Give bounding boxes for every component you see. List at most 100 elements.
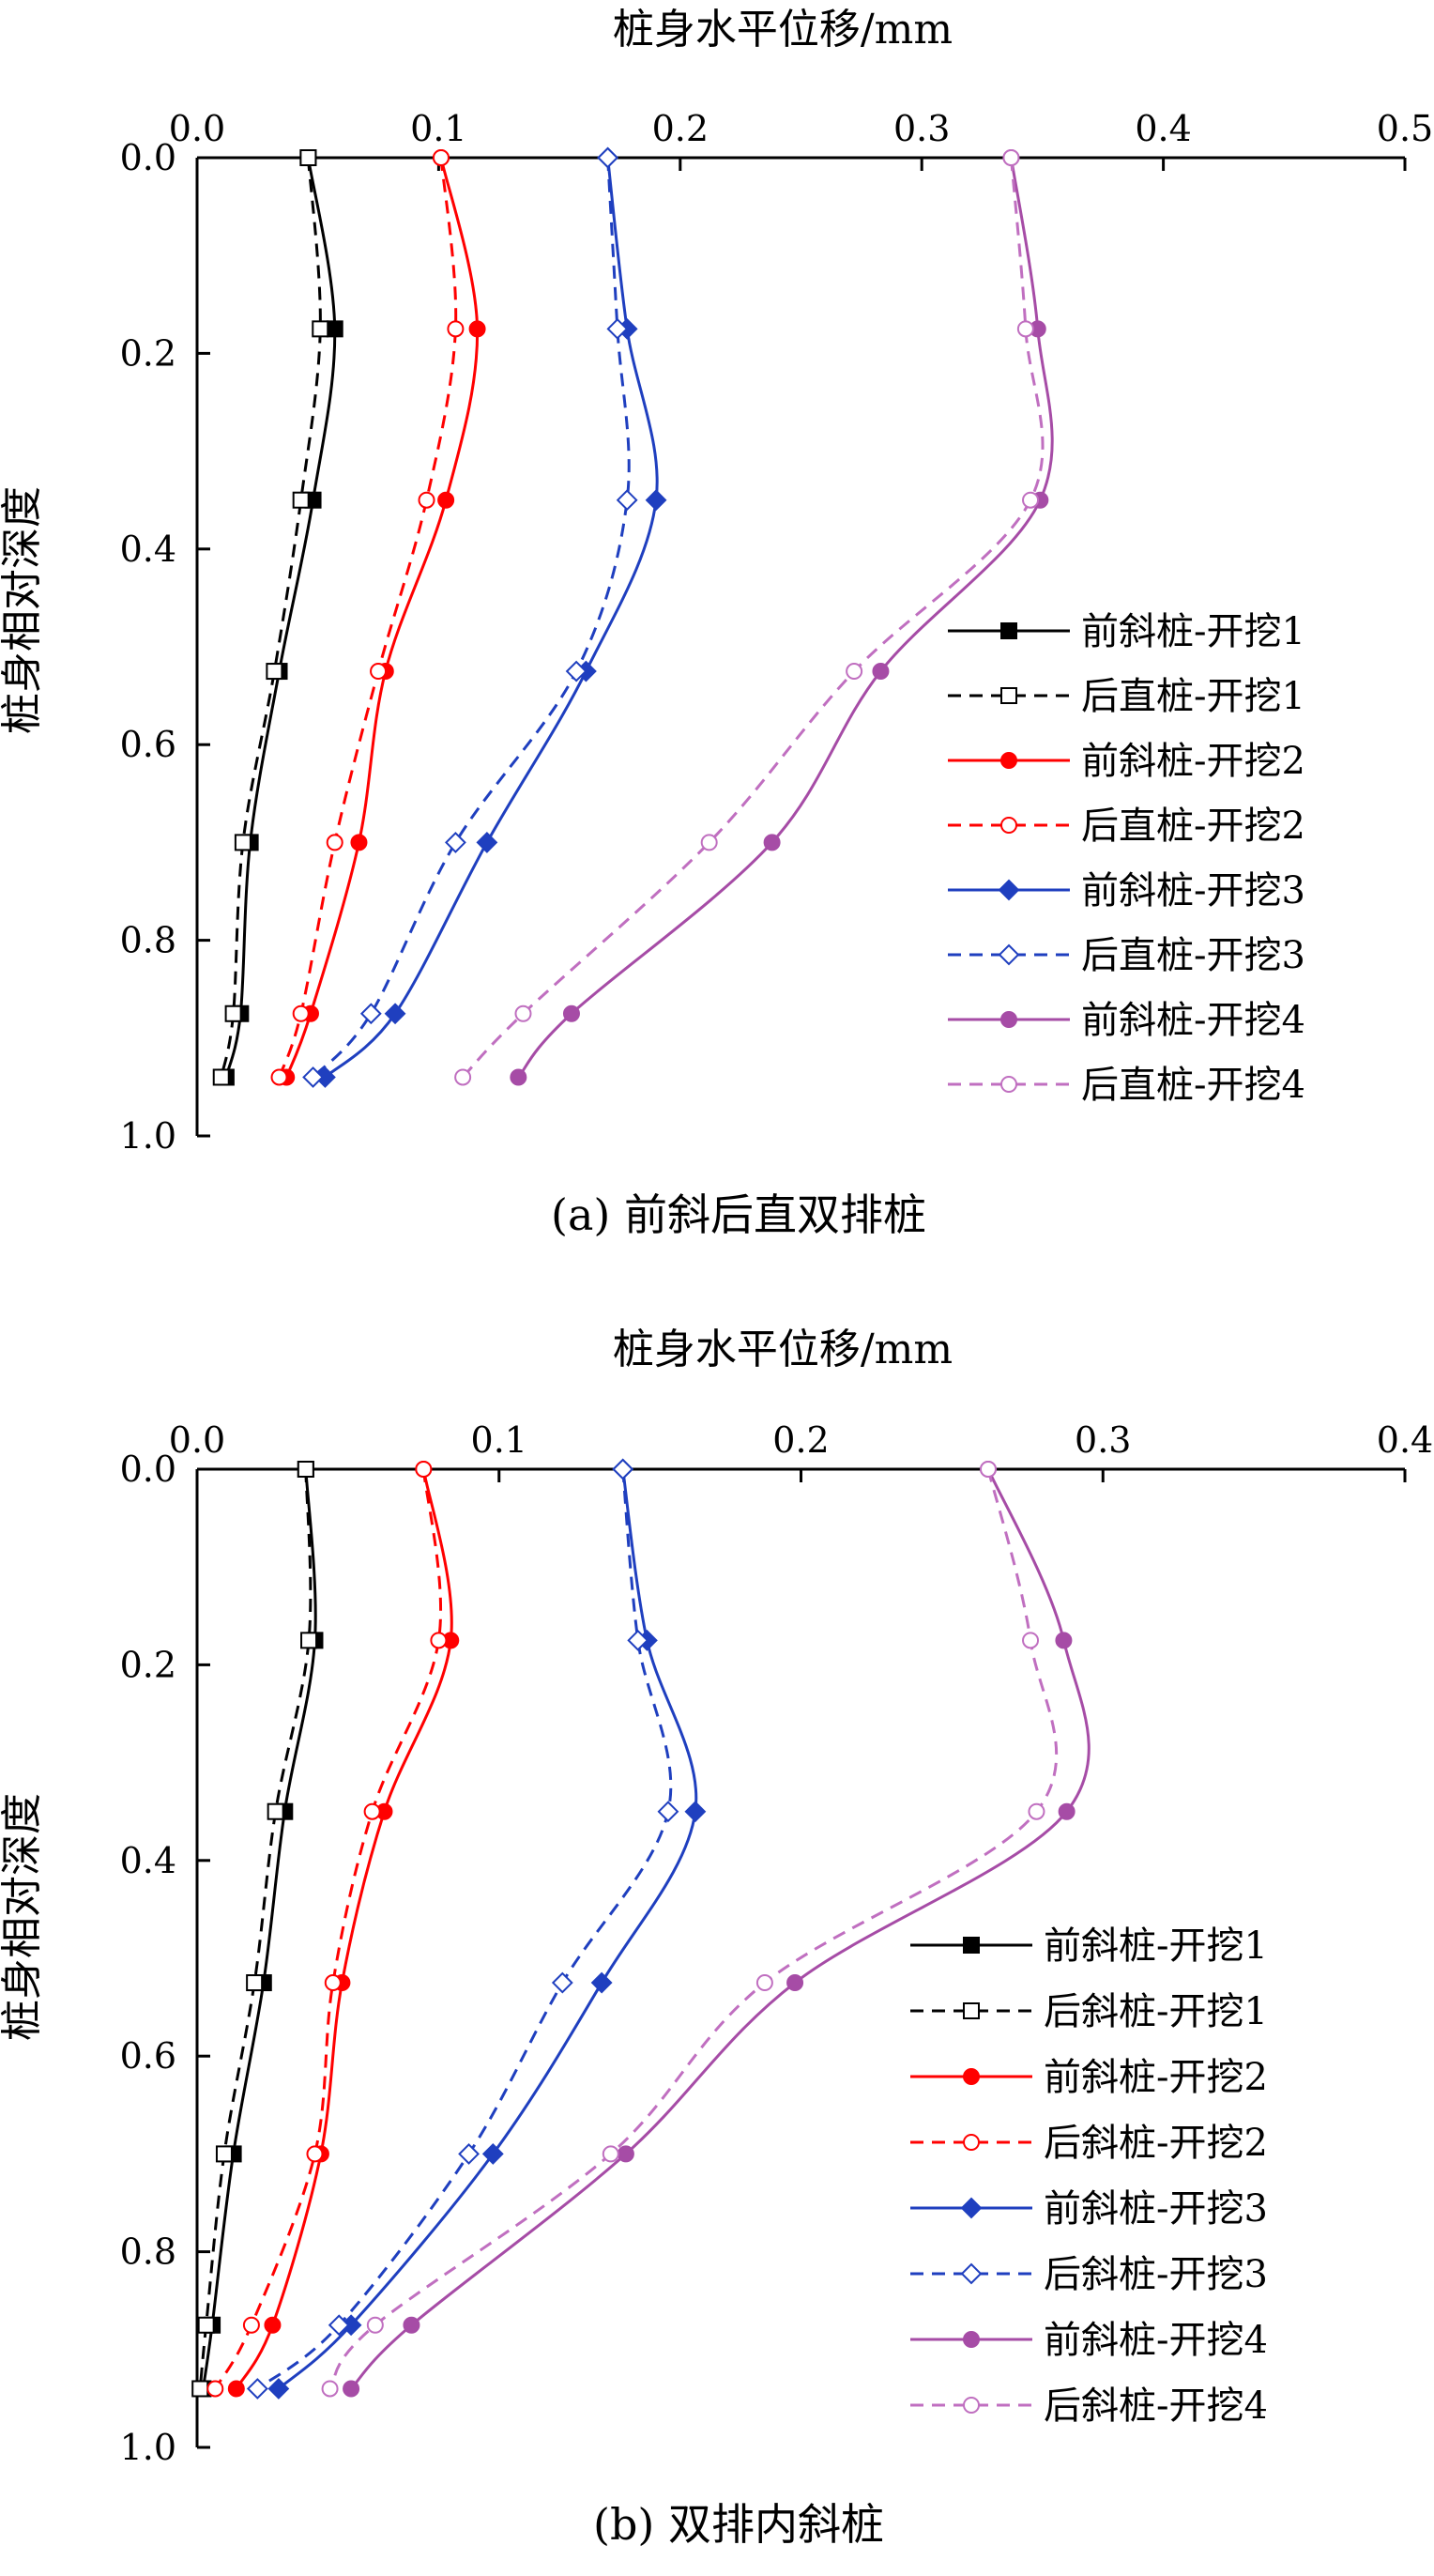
x-tick-label: 0.3 (1075, 1419, 1131, 1461)
series-line (256, 1468, 673, 2390)
data-point (562, 1004, 580, 1022)
series-2 (212, 149, 329, 1086)
data-point (224, 1004, 242, 1022)
legend-label: 后直桩-开挖1 (1081, 675, 1305, 718)
legend-marker (960, 2197, 983, 2219)
x-tick-label: 0.2 (652, 108, 709, 149)
legend-label: 前斜桩-开挖1 (1081, 610, 1305, 653)
data-point (684, 1801, 707, 1823)
data-point (403, 2316, 420, 2334)
data-point (270, 1068, 288, 1086)
data-point (437, 491, 455, 509)
data-point (627, 1629, 649, 1651)
data-point (763, 834, 781, 851)
series-4 (270, 149, 465, 1086)
y-tick-label: 0.6 (120, 2035, 176, 2077)
series-line (198, 1468, 313, 2389)
data-point (445, 831, 466, 853)
data-point (350, 834, 368, 851)
data-point (481, 2142, 504, 2165)
data-point (299, 149, 317, 166)
data-point (700, 834, 718, 851)
series-7 (343, 1461, 1091, 2398)
y-tick-label: 0.0 (120, 137, 176, 178)
legend-label: 前斜桩-开挖4 (1081, 999, 1305, 1042)
data-point (597, 146, 618, 169)
data-point (418, 491, 435, 509)
data-point (384, 1003, 406, 1025)
y-tick-label: 0.2 (120, 332, 176, 374)
series-1 (194, 1461, 324, 2398)
data-point (458, 2142, 480, 2165)
chart-a-svg: 0.0 0.1 0.2 0.3 0.4 0.5 0.0 0.2 0.4 0.6 0.8 1.0 桩身水平… (0, 6, 1433, 1240)
data-point (212, 1068, 230, 1086)
legend-label: 后斜桩-开挖3 (1044, 2253, 1268, 2296)
legend-marker (963, 2397, 980, 2414)
data-point (1002, 149, 1020, 166)
series-4 (206, 1461, 448, 2398)
legend-marker (1000, 1011, 1017, 1028)
x-tick-label: 0.2 (772, 1419, 829, 1461)
data-point (266, 663, 283, 681)
data-point (324, 1974, 342, 1992)
y-tick-label: 0.2 (120, 1644, 176, 1685)
series-7 (510, 149, 1054, 1086)
chart-caption: (b) 双排内斜桩 (593, 2499, 884, 2550)
legend-marker (1000, 1076, 1017, 1093)
data-point (645, 489, 667, 512)
y-tick-label: 0.4 (120, 529, 176, 570)
legend-marker (960, 2262, 983, 2285)
series-2 (191, 1461, 318, 2398)
data-point (1016, 320, 1034, 338)
data-point (617, 2145, 634, 2163)
data-point (514, 1004, 532, 1022)
chart-b-svg: 0.0 0.1 0.2 0.3 0.4 0.0 0.2 0.4 0.6 0.8 1.0 桩身水平位移/… (0, 1326, 1433, 2550)
legend-label: 后直桩-开挖3 (1081, 934, 1305, 977)
data-point (468, 320, 486, 338)
chart-panel-b: 0.0 0.1 0.2 0.3 0.4 0.0 0.2 0.4 0.6 0.8 1.0 桩身水平位移/… (0, 1286, 1434, 2572)
data-point (234, 834, 252, 851)
series-line (462, 157, 1045, 1079)
data-point (326, 834, 343, 851)
data-point (343, 2380, 360, 2398)
x-tick-label: 0.5 (1377, 108, 1433, 149)
y-tick-label: 0.8 (120, 920, 176, 961)
series-line (278, 157, 458, 1078)
data-point (267, 2378, 290, 2400)
x-tick-label: 0.3 (893, 108, 950, 149)
data-point (246, 2378, 268, 2400)
data-point (363, 1802, 381, 1820)
data-point (326, 320, 343, 338)
data-point (602, 2145, 619, 2163)
data-point (292, 491, 310, 509)
x-tick-label: 0.0 (169, 108, 225, 149)
data-point (264, 2316, 282, 2334)
legend-marker (963, 2068, 980, 2085)
legend-marker (963, 2134, 980, 2151)
data-point (300, 1632, 318, 1649)
series-5 (314, 146, 667, 1088)
data-point (846, 663, 863, 681)
legend-label: 前斜桩-开挖3 (1044, 2187, 1268, 2231)
data-point (590, 1971, 613, 1994)
legend-label: 前斜桩-开挖2 (1081, 740, 1305, 783)
y-tick-label: 1.0 (120, 2427, 176, 2468)
x-tick-label: 0.1 (410, 108, 466, 149)
y-tick-label: 1.0 (120, 1115, 176, 1157)
y-tick-label: 0.8 (120, 2231, 176, 2273)
legend-label: 后斜桩-开挖2 (1044, 2122, 1268, 2165)
series-8 (321, 1461, 1059, 2398)
data-point (606, 317, 629, 340)
data-point (1022, 491, 1040, 509)
series-line (328, 1468, 1059, 2390)
legend-label: 后直桩-开挖4 (1081, 1064, 1305, 1107)
legend-marker (1000, 817, 1017, 834)
y-tick-label: 0.0 (120, 1449, 176, 1490)
data-point (872, 663, 890, 681)
legend-marker (1000, 752, 1017, 769)
series-line (220, 157, 322, 1078)
y-axis-title: 桩身相对深度 (0, 1793, 46, 2041)
y-axis-title: 桩身相对深度 (0, 486, 46, 734)
data-point (292, 1004, 310, 1022)
data-point (191, 2380, 209, 2398)
